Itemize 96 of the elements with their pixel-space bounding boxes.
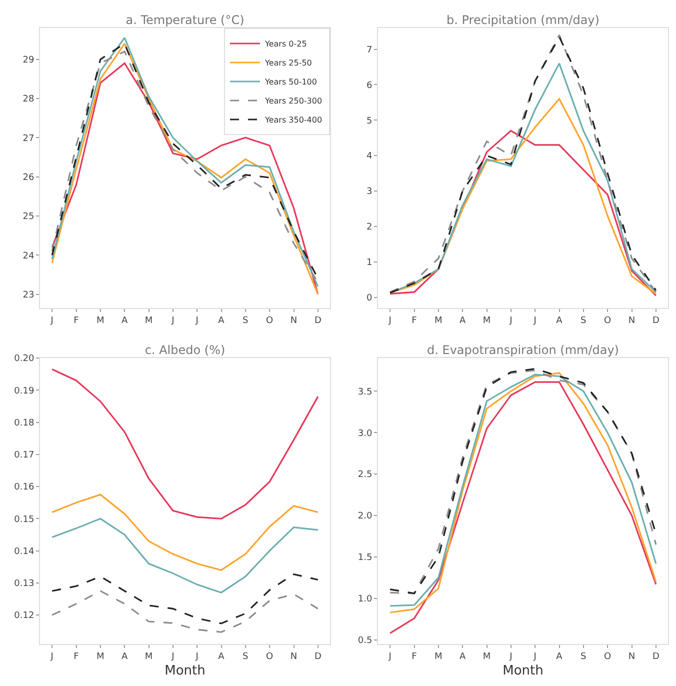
y-tick-label: 3.0 <box>358 428 372 439</box>
y-tick-label: 0.16 <box>14 482 34 493</box>
x-tick-label: A <box>459 652 466 662</box>
y-tick-label: 23 <box>22 290 34 300</box>
line-series <box>389 98 657 295</box>
y-tick-label: 0.15 <box>14 514 34 525</box>
x-tick-label: S <box>580 316 587 326</box>
y-tick-label: 0.14 <box>14 546 34 557</box>
y-tick-label: 26 <box>22 172 34 183</box>
chart-title: a. Temperature (°C) <box>126 13 244 27</box>
y-tick-label: 0 <box>366 294 372 304</box>
x-tick-label: S <box>580 652 587 662</box>
y-tick-label: 4 <box>366 152 372 162</box>
x-tick-label: O <box>604 316 612 326</box>
y-tick-label: 2.5 <box>358 470 372 480</box>
y-tick-label: 2 <box>366 222 372 233</box>
y-tick-label: 1 <box>366 258 372 268</box>
x-tick-label: N <box>290 316 298 326</box>
x-tick-label: A <box>121 316 128 326</box>
x-tick-label: S <box>242 316 249 326</box>
x-tick-label: D <box>314 316 322 326</box>
x-tick-label: J <box>388 316 392 326</box>
x-tick-label: F <box>74 316 79 326</box>
line-series <box>51 573 319 624</box>
x-tick-label: A <box>459 316 466 326</box>
legend-label: Years 350-400 <box>264 116 322 125</box>
x-tick-label: M <box>434 652 442 662</box>
x-tick-label: O <box>266 652 274 662</box>
x-tick-label: A <box>556 652 564 662</box>
x-tick-label: J <box>50 316 54 326</box>
y-tick-label: 24 <box>22 251 34 262</box>
x-tick-label: F <box>412 652 417 662</box>
x-tick-label: A <box>218 316 226 326</box>
y-tick-label: 0.17 <box>14 450 34 461</box>
y-tick-label: 0.12 <box>14 611 34 622</box>
x-tick-label: J <box>170 652 174 662</box>
x-tick-label: O <box>604 652 612 662</box>
x-tick-label: M <box>144 652 153 662</box>
y-tick-label: 7 <box>366 45 372 56</box>
x-tick-label: F <box>74 652 79 662</box>
x-tick-label: J <box>508 316 512 326</box>
legend-label: Years 50-100 <box>264 78 317 87</box>
y-tick-label: 0.20 <box>14 354 34 364</box>
y-tick-label: 28 <box>22 94 34 105</box>
x-tick-label: J <box>50 652 54 662</box>
x-tick-label: N <box>628 316 636 326</box>
y-tick-label: 3.5 <box>358 387 372 398</box>
x-tick-label: A <box>121 652 128 662</box>
x-tick-label: M <box>434 316 442 326</box>
x-tick-label: O <box>266 316 274 326</box>
x-tick-label: M <box>144 316 153 326</box>
legend-label: Years 250-300 <box>264 96 322 106</box>
x-tick-label: J <box>532 316 536 326</box>
chart-title: d. Evapotranspiration (mm/day) <box>427 343 619 357</box>
x-tick-label: D <box>314 652 322 662</box>
x-tick-label: A <box>556 316 564 326</box>
y-tick-label: 0.13 <box>14 579 34 590</box>
y-tick-label: 6 <box>366 80 372 91</box>
x-tick-label: A <box>218 652 226 662</box>
x-tick-label: J <box>194 652 198 662</box>
y-tick-label: 1.0 <box>358 594 372 605</box>
y-tick-label: 0.19 <box>14 386 34 396</box>
y-tick-label: 0.18 <box>14 418 34 428</box>
x-tick-label: S <box>242 652 249 662</box>
x-tick-label: J <box>194 316 198 326</box>
line-series <box>51 590 319 633</box>
x-tick-label: N <box>628 652 636 662</box>
y-tick-label: 3 <box>366 187 372 198</box>
y-tick-label: 1.5 <box>358 553 372 564</box>
x-tick-label: D <box>652 316 660 326</box>
x-axis-title: Month <box>164 663 206 678</box>
chart-title: b. Precipitation (mm/day) <box>446 13 600 27</box>
x-tick-label: N <box>290 652 298 662</box>
x-tick-label: M <box>482 652 491 662</box>
line-series <box>51 494 319 571</box>
x-tick-label: J <box>508 652 512 662</box>
x-axis-title: Month <box>502 663 544 678</box>
y-tick-label: 29 <box>22 55 34 66</box>
legend-label: Years 0-25 <box>264 40 307 49</box>
legend-label: Years 25-50 <box>264 58 312 68</box>
x-tick-label: F <box>412 316 417 326</box>
x-tick-label: M <box>96 652 104 662</box>
y-tick-label: 2.0 <box>358 512 372 522</box>
y-tick-label: 0.5 <box>358 636 372 646</box>
x-tick-label: M <box>96 316 104 326</box>
x-tick-label: M <box>482 316 491 326</box>
y-tick-label: 27 <box>22 134 34 144</box>
line-series <box>51 368 319 520</box>
chart-title: c. Albedo (%) <box>144 343 226 357</box>
x-tick-label: J <box>170 316 174 326</box>
x-tick-label: J <box>388 652 392 662</box>
x-tick-label: D <box>652 652 660 662</box>
y-tick-label: 25 <box>22 212 34 222</box>
line-series <box>51 518 319 594</box>
x-tick-label: J <box>532 652 536 662</box>
y-tick-label: 5 <box>366 116 372 126</box>
